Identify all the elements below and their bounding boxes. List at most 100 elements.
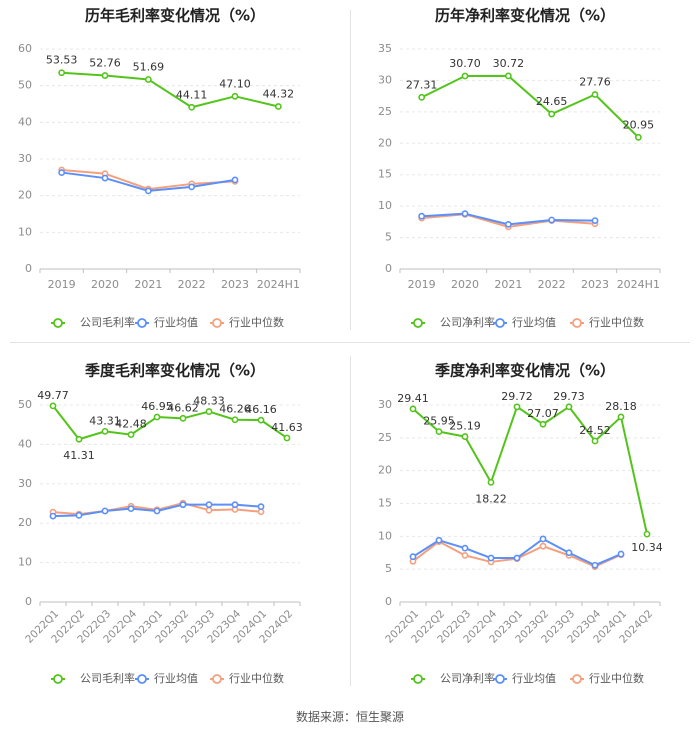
data-point-industry_avg xyxy=(179,501,187,509)
data-point-industry_avg xyxy=(591,561,599,569)
data-point-company xyxy=(504,72,512,80)
vertical-divider-bottom xyxy=(350,356,351,686)
data-point-company xyxy=(487,478,495,486)
x-tick-label: 2024H1 xyxy=(257,278,300,291)
chart-title: 季度净利率变化情况（%） xyxy=(435,362,615,380)
data-point-company xyxy=(461,72,469,80)
data-point-industry_avg xyxy=(144,187,152,195)
legend-item-industry_median: 行业中位数 xyxy=(210,315,284,329)
legend-label: 行业中位数 xyxy=(589,671,644,685)
y-tick-label: 5 xyxy=(385,562,392,575)
data-label: 20.95 xyxy=(623,118,655,131)
y-tick-label: 20 xyxy=(378,136,392,149)
data-point-industry_avg xyxy=(435,536,443,544)
data-label: 46.26 xyxy=(219,403,251,416)
data-label: 27.76 xyxy=(579,76,611,89)
data-label: 29.72 xyxy=(501,390,533,403)
legend-label: 公司净利率 xyxy=(440,671,495,685)
legend-item-industry_median: 行业中位数 xyxy=(570,671,644,685)
legend-marker xyxy=(53,318,63,328)
data-point-industry_avg xyxy=(504,220,512,228)
data-point-industry_avg xyxy=(49,512,57,520)
legend-label: 行业中位数 xyxy=(589,315,644,329)
y-tick-label: 20 xyxy=(18,516,32,529)
data-label: 29.41 xyxy=(397,392,429,405)
legend-label: 行业中位数 xyxy=(229,671,284,685)
data-label: 48.33 xyxy=(193,395,225,408)
y-tick-label: 10 xyxy=(378,529,392,542)
y-tick-label: 20 xyxy=(378,464,392,477)
legend-marker xyxy=(212,318,222,328)
data-label: 44.11 xyxy=(176,88,208,101)
y-tick-label: 40 xyxy=(18,115,32,128)
data-point-industry_avg xyxy=(409,553,417,561)
chart-title: 历年净利率变化情况（%） xyxy=(435,7,615,25)
x-tick-label: 2022 xyxy=(538,278,566,291)
y-tick-label: 20 xyxy=(18,189,32,202)
chart-panel-3: 季度毛利率变化情况（%）010203040502022Q12022Q22022Q… xyxy=(18,362,303,686)
data-point-industry_avg xyxy=(565,549,573,557)
data-point-company xyxy=(513,403,521,411)
data-point-industry_avg xyxy=(101,174,109,182)
y-tick-label: 0 xyxy=(25,262,32,275)
y-tick-label: 10 xyxy=(18,556,32,569)
legend-item-industry_avg: 行业均值 xyxy=(493,672,556,685)
data-label: 46.16 xyxy=(245,403,277,416)
data-point-industry_avg xyxy=(153,507,161,515)
y-tick-label: 0 xyxy=(25,595,32,608)
data-label: 24.52 xyxy=(579,424,611,437)
data-label: 41.31 xyxy=(63,449,95,462)
data-point-company xyxy=(144,76,152,83)
data-point-company xyxy=(188,103,196,111)
y-tick-label: 10 xyxy=(18,225,32,238)
legend-marker xyxy=(572,318,582,328)
legend-marker xyxy=(495,318,505,328)
legend-marker xyxy=(495,674,505,684)
vertical-divider-top xyxy=(350,10,351,330)
data-label: 24.65 xyxy=(536,95,568,108)
legend-label: 公司净利率 xyxy=(440,315,495,329)
data-point-industry_avg xyxy=(127,505,135,513)
data-point-company xyxy=(231,92,239,100)
legend-label: 公司毛利率 xyxy=(80,315,135,329)
data-label: 52.76 xyxy=(89,57,121,70)
y-tick-label: 40 xyxy=(18,437,32,450)
y-tick-label: 30 xyxy=(378,73,392,86)
chart-panel-1: 历年毛利率变化情况（%） 0 10 20 30 40 50 60 2019 2020 2021 202… xyxy=(18,7,301,329)
legend-item-company: 公司毛利率 xyxy=(51,671,135,685)
series-line-company xyxy=(421,74,640,139)
y-tick-label: 60 xyxy=(18,42,32,55)
y-tick-label: 30 xyxy=(378,398,392,411)
data-point-industry_avg xyxy=(548,216,556,224)
legend-marker xyxy=(53,674,63,684)
data-label: 25.95 xyxy=(423,415,455,428)
x-tick-label: 2023 xyxy=(221,278,249,291)
chart-panel-4: 季度净利率变化情况（%）0510152025302022Q12022Q22022… xyxy=(378,362,663,686)
y-tick-label: 30 xyxy=(18,152,32,165)
data-point-company xyxy=(591,437,599,445)
legend-marker xyxy=(413,674,423,684)
x-tick-label: 2024H1 xyxy=(617,278,660,291)
x-tick-label: 2020 xyxy=(91,278,119,291)
x-tick-label: 2021 xyxy=(494,278,522,291)
data-point-industry_median xyxy=(205,506,213,514)
series-line-company xyxy=(52,405,288,441)
data-point-company xyxy=(643,530,651,538)
source-note: 数据来源：恒生聚源 xyxy=(295,710,404,724)
data-label: 30.70 xyxy=(449,57,481,70)
data-point-company xyxy=(274,103,282,110)
data-point-industry_avg xyxy=(513,554,521,562)
y-tick-label: 5 xyxy=(385,231,392,244)
data-point-industry_avg xyxy=(487,554,495,562)
x-tick-label: 2019 xyxy=(408,278,436,291)
data-point-company xyxy=(257,416,265,424)
legend-label: 行业中位数 xyxy=(229,315,284,329)
data-label: 42.48 xyxy=(115,418,147,431)
data-point-company xyxy=(101,72,109,79)
data-point-company xyxy=(565,403,573,411)
x-tick-label: 2021 xyxy=(134,278,162,291)
data-point-industry_avg xyxy=(231,176,239,184)
horizontal-divider xyxy=(10,342,690,343)
data-label: 18.22 xyxy=(475,492,507,505)
chart-title: 历年毛利率变化情况（%） xyxy=(85,7,265,25)
